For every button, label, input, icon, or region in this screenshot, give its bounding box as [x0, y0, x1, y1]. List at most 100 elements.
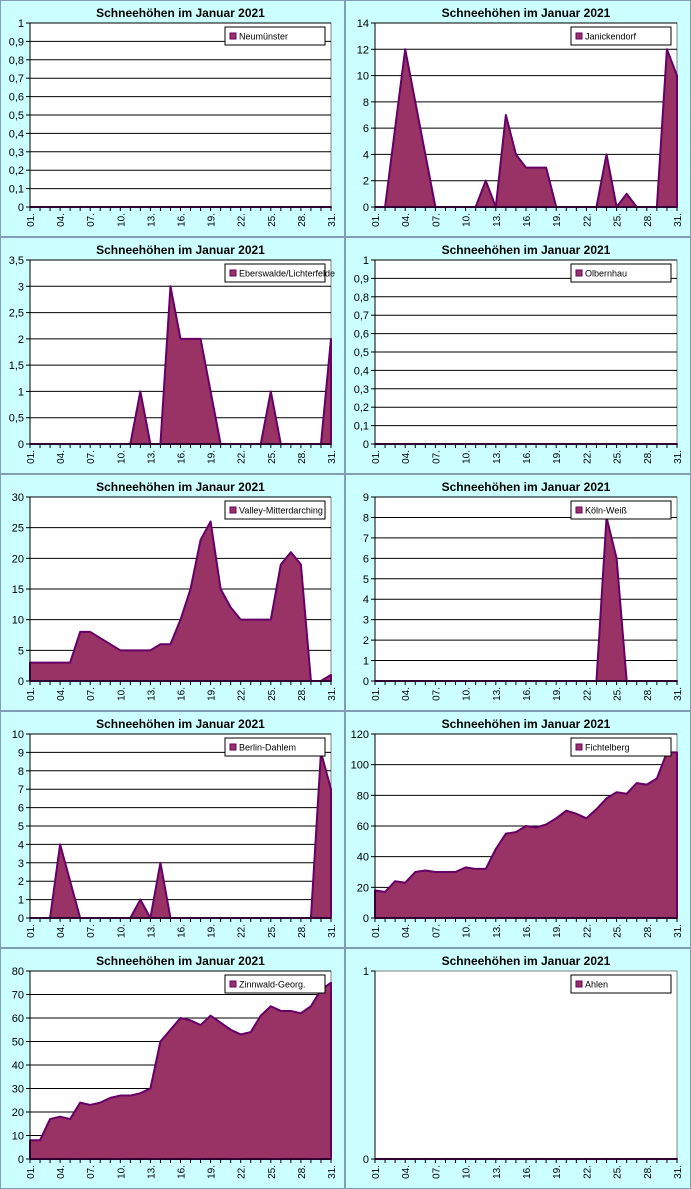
- x-tick-label: 07.: [431, 450, 442, 464]
- y-tick-label: 20: [357, 882, 369, 894]
- x-tick-label: 22.: [237, 687, 248, 701]
- x-tick-label: 22.: [582, 450, 593, 464]
- y-tick-label: 1: [18, 895, 24, 907]
- y-tick-label: 3: [18, 281, 24, 293]
- y-tick-label: 4: [18, 839, 24, 851]
- chart-svg: Schneehöhen im Januar 2021 0 0,1 0,2 0,3 0,4 0…: [9, 6, 338, 227]
- y-tick-label: 2,5: [9, 308, 24, 320]
- x-tick-label: 10.: [116, 450, 127, 464]
- y-tick-label: 0: [363, 202, 369, 214]
- x-tick-label: 16.: [177, 687, 188, 701]
- x-tick-label: 04.: [56, 687, 67, 701]
- chart-svg: Schneehöhen im Januar 2021 0 2 4 6 8 10 12 14 01.…: [357, 6, 684, 227]
- x-tick-label: 22.: [582, 687, 593, 701]
- legend-swatch: [575, 743, 583, 751]
- legend-swatch: [575, 980, 583, 988]
- y-tick-label: 0: [18, 202, 24, 214]
- chart-svg: Schneehöhen im Januar 2021 0 1 2 3 4 5 6 7 8 9 10 01…: [12, 717, 338, 938]
- x-tick-label: 25.: [267, 450, 278, 464]
- x-tick-label: 16.: [522, 687, 533, 701]
- legend: Zinnwald-Georg.: [224, 974, 326, 994]
- x-tick-label: 31.: [673, 213, 684, 227]
- x-tick-label: 01.: [26, 213, 37, 227]
- x-tick-label: 13.: [146, 1165, 157, 1179]
- plot-area: [374, 496, 678, 682]
- x-tick-label: 01.: [371, 213, 382, 227]
- x-tick-label: 13.: [492, 1165, 503, 1179]
- chart-panel: Schneehöhen im Januar 2021 0 20 40 60 80 100 12…: [345, 711, 691, 948]
- x-tick-label: 28.: [297, 213, 308, 227]
- x-tick-label: 04.: [401, 1165, 412, 1179]
- y-tick-label: 0,9: [9, 36, 24, 48]
- x-tick-label: 10.: [116, 213, 127, 227]
- y-tick-label: 6: [18, 803, 24, 815]
- legend-swatch: [229, 743, 237, 751]
- x-tick-label: 13.: [146, 687, 157, 701]
- chart-title: Schneehöhen im Januar 2021: [442, 954, 611, 968]
- y-tick-label: 6: [363, 123, 369, 135]
- y-tick-label: 0,7: [354, 310, 369, 322]
- y-tick-label: 1: [363, 255, 369, 267]
- x-tick-label: 04.: [56, 924, 67, 938]
- y-tick-label: 2: [18, 876, 24, 888]
- x-tick-label: 28.: [643, 213, 654, 227]
- y-tick-label: 0,5: [9, 110, 24, 122]
- chart-panel: Schneehöhen im Januar 2021 0 1 01. 04. 07. 10.…: [345, 948, 691, 1189]
- chart-title: Schneehöhen im Januar 2021: [442, 717, 611, 731]
- y-tick-label: 50: [12, 1037, 24, 1049]
- legend-entry: Olbernhau: [585, 269, 627, 279]
- x-tick-label: 04.: [56, 213, 67, 227]
- x-tick-label: 01.: [26, 450, 37, 464]
- legend-swatch: [229, 980, 237, 988]
- chart-svg: Schneehöhen im Janaur 2021 0 5 10 15 20 25 30 01…: [12, 480, 338, 701]
- y-tick-label: 2: [363, 635, 369, 647]
- y-tick-label: 70: [12, 990, 24, 1002]
- series-area: [29, 981, 332, 1160]
- y-tick-label: 3: [18, 858, 24, 870]
- x-tick-label: 01.: [371, 924, 382, 938]
- x-tick-label: 01.: [26, 687, 37, 701]
- y-tick-label: 30: [12, 1084, 24, 1096]
- y-tick-label: 3: [363, 615, 369, 627]
- y-tick-label: 1: [18, 18, 24, 30]
- y-tick-label: 0,6: [354, 329, 369, 341]
- x-tick-label: 31.: [327, 450, 338, 464]
- x-tick-label: 01.: [26, 924, 37, 938]
- x-tick-label: 01.: [371, 450, 382, 464]
- y-tick-label: 10: [12, 1131, 24, 1143]
- x-tick-label: 31.: [327, 213, 338, 227]
- x-tick-label: 04.: [401, 450, 412, 464]
- x-tick-label: 10.: [462, 213, 473, 227]
- y-tick-label: 0,2: [354, 402, 369, 414]
- x-tick-label: 19.: [207, 687, 218, 701]
- y-tick-label: 0,7: [9, 73, 24, 85]
- x-tick-label: 07.: [86, 1165, 97, 1179]
- chart-panel: Schneehöhen im Janaur 2021 0 5 10 15 20 25 30 01…: [0, 474, 345, 711]
- y-tick-label: 5: [18, 645, 24, 657]
- y-tick-label: 0,3: [9, 147, 24, 159]
- x-tick-label: 28.: [643, 924, 654, 938]
- x-tick-label: 10.: [462, 1165, 473, 1179]
- x-tick-label: 07.: [431, 687, 442, 701]
- y-tick-label: 6: [363, 553, 369, 565]
- x-tick-label: 10.: [116, 924, 127, 938]
- y-tick-label: 0,3: [354, 384, 369, 396]
- y-tick-label: 0,9: [354, 273, 369, 285]
- y-tick-label: 0,8: [354, 292, 369, 304]
- x-tick-label: 16.: [177, 213, 188, 227]
- x-tick-label: 07.: [431, 213, 442, 227]
- y-tick-label: 0: [18, 676, 24, 688]
- legend: Fichtelberg: [570, 737, 672, 757]
- y-tick-label: 0,5: [9, 413, 24, 425]
- x-tick-label: 25.: [267, 1165, 278, 1179]
- y-tick-label: 0,1: [9, 184, 24, 196]
- legend-entry: Eberswalde/Lichterfelde: [239, 269, 335, 279]
- chart-title: Schneehöhen im Januar 2021: [96, 717, 265, 731]
- chart-svg: Schneehöhen im Januar 2021 0 1 01. 04. 07. 10.…: [363, 954, 684, 1179]
- chart-title: Schneehöhen im Januar 2021: [442, 243, 611, 257]
- y-tick-label: 15: [12, 584, 24, 596]
- y-tick-label: 0,4: [354, 365, 369, 377]
- x-tick-label: 13.: [146, 450, 157, 464]
- y-tick-label: 0,8: [9, 55, 24, 67]
- x-tick-label: 16.: [177, 1165, 188, 1179]
